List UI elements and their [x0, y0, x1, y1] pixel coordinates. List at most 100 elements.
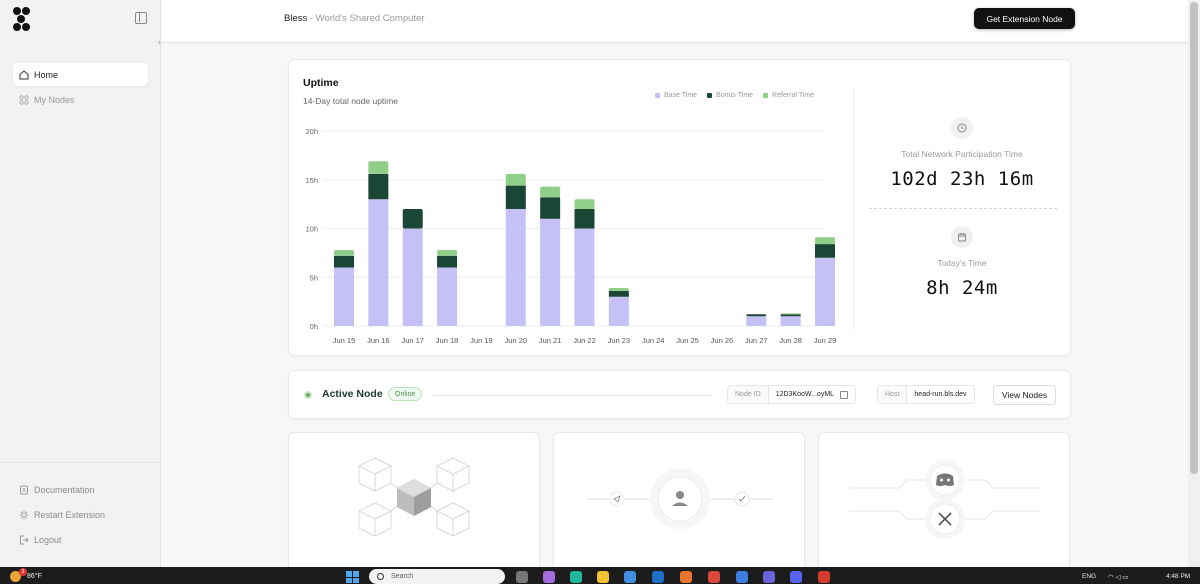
chrome-icon[interactable]: [708, 571, 720, 583]
chart-legend: Base Time Bonus Time Referral Time: [655, 92, 814, 99]
sidebar-item-documentation[interactable]: Documentation: [19, 485, 95, 495]
y-tick-label: 10h: [305, 225, 318, 234]
file-explorer-icon[interactable]: [597, 571, 609, 583]
bar-segment-referral-time: [574, 199, 595, 209]
uptime-title: Uptime: [303, 77, 339, 89]
uptime-bar-chart: 0h 5h 10h 15h 20h Jun 15 Jun 16 Jun 17 Jun 18 Jun…: [305, 127, 837, 345]
uptime-card: Uptime 14-Day total node uptime Base Tim…: [288, 59, 1071, 356]
feature-card-social: [818, 432, 1070, 572]
bar-segment-bonus-time: [505, 185, 526, 209]
logout-icon: [20, 535, 29, 545]
host-value: head-run.bls.dev: [914, 391, 967, 398]
bar-segment-base-time: [368, 199, 389, 326]
taskbar-search[interactable]: Search: [369, 569, 505, 584]
today-time-label: Today's Time: [937, 258, 987, 268]
bar-segment-referral-time: [505, 173, 526, 186]
windows-start-icon[interactable]: [346, 571, 359, 583]
main-content: Uptime 14-Day total node uptime Base Tim…: [161, 44, 1188, 572]
bar-segment-bonus-time: [574, 209, 595, 229]
bar-segment-referral-time: [368, 161, 389, 174]
get-extension-node-button[interactable]: Get Extension Node: [974, 8, 1075, 29]
bar-segment-referral-time: [437, 249, 458, 256]
edge-icon[interactable]: [570, 571, 582, 583]
pdf-icon[interactable]: [818, 571, 830, 583]
legend-swatch: [655, 93, 660, 98]
social-illustration: [849, 460, 1041, 539]
bar-segment-referral-time: [608, 287, 629, 291]
bar-segment-bonus-time: [437, 255, 458, 268]
app-icon[interactable]: [736, 571, 748, 583]
user-illustration: [586, 469, 774, 529]
windows-taskbar: 2 86°F Search ENG ◠ ◁ ▭ 4:48 PM: [0, 567, 1200, 584]
y-tick-label: 15h: [305, 176, 318, 185]
feature-card-compute: [288, 432, 540, 572]
node-id-label: Node ID: [728, 386, 769, 403]
language-indicator[interactable]: ENG: [1082, 573, 1097, 580]
bar-segment-referral-time: [815, 237, 835, 245]
bar-segment-base-time: [437, 267, 458, 326]
x-tick-label: Jun 17: [401, 336, 424, 345]
x-tick-label: Jun 21: [539, 336, 562, 345]
collapse-sidebar-icon[interactable]: [135, 12, 147, 24]
sidebar-item-my-nodes[interactable]: My Nodes: [13, 88, 148, 111]
sidebar-item-home[interactable]: Home: [13, 63, 148, 86]
bar-segment-bonus-time: [540, 197, 561, 219]
feature-card-user: [553, 432, 805, 572]
bar-segment-base-time: [402, 228, 423, 326]
x-tick-label: Jun 29: [814, 336, 837, 345]
separator-line: [433, 395, 713, 396]
legend-item-bonus: Bonus Time: [707, 92, 753, 99]
outlook-icon[interactable]: [652, 571, 664, 583]
online-status-dot: [304, 391, 312, 399]
x-tick-label: Jun 26: [711, 336, 734, 345]
home-icon: [19, 69, 29, 79]
y-tick-label: 5h: [310, 273, 318, 282]
active-node-title: Active Node: [322, 388, 383, 400]
discord-icon[interactable]: [790, 571, 802, 583]
task-view-icon[interactable]: [516, 571, 528, 583]
legend-item-referral: Referral Time: [763, 92, 814, 99]
sidebar-item-label: Logout: [34, 535, 62, 545]
calendar-icon: [951, 226, 973, 248]
bar-segment-base-time: [815, 257, 835, 326]
brand-tagline: - World's Shared Computer: [307, 13, 425, 24]
copilot-icon[interactable]: [543, 571, 555, 583]
bar-segment-base-time: [540, 218, 561, 326]
host-label: Host: [878, 386, 908, 403]
legend-swatch: [763, 93, 769, 98]
sidebar: Home My Nodes Documentation Restart Exte…: [0, 0, 161, 567]
node-id-value-wrap: 12D3KooW...oyML: [769, 386, 855, 403]
view-nodes-button[interactable]: View Nodes: [993, 385, 1056, 405]
sidebar-item-restart-extension[interactable]: Restart Extension: [19, 510, 105, 520]
x-tick-label: Jun 18: [436, 336, 459, 345]
total-time-value: 102d 23h 16m: [890, 168, 1034, 190]
status-badge: Online: [388, 387, 423, 401]
firefox-icon[interactable]: [680, 571, 692, 583]
weather-widget[interactable]: 2 86°F: [10, 568, 42, 582]
cubes-illustration: [358, 457, 470, 537]
page-scrollbar[interactable]: [1188, 0, 1200, 567]
scrollbar-thumb[interactable]: [1190, 2, 1198, 474]
clock-time[interactable]: 4:48 PM: [1166, 573, 1191, 580]
bar-segment-bonus-time: [334, 255, 354, 268]
active-node-card: Active Node Online Node ID 12D3KooW...oy…: [288, 370, 1071, 419]
x-tick-label: Jun 19: [470, 336, 493, 345]
weather-icon: 2: [10, 568, 27, 582]
sidebar-item-label: Documentation: [34, 485, 95, 495]
brand-title: Bless - World's Shared Computer: [284, 13, 425, 24]
stat-divider: [869, 208, 1057, 209]
teams-icon[interactable]: [763, 571, 775, 583]
card-vertical-divider: [853, 87, 854, 330]
sidebar-item-logout[interactable]: Logout: [19, 535, 62, 545]
sidebar-item-label: My Nodes: [34, 94, 75, 105]
copy-icon[interactable]: [840, 390, 849, 399]
bless-logo[interactable]: [13, 7, 33, 31]
clock-icon: [951, 117, 973, 139]
x-tick-label: Jun 15: [333, 336, 356, 345]
x-tick-label: Jun 27: [745, 336, 768, 345]
sidebar-item-label: Restart Extension: [34, 510, 106, 520]
store-icon[interactable]: [624, 571, 636, 583]
system-tray-icons[interactable]: ◠ ◁ ▭: [1108, 574, 1129, 581]
x-tick-label: Jun 23: [608, 336, 631, 345]
uptime-subtitle: 14-Day total node uptime: [303, 96, 398, 106]
